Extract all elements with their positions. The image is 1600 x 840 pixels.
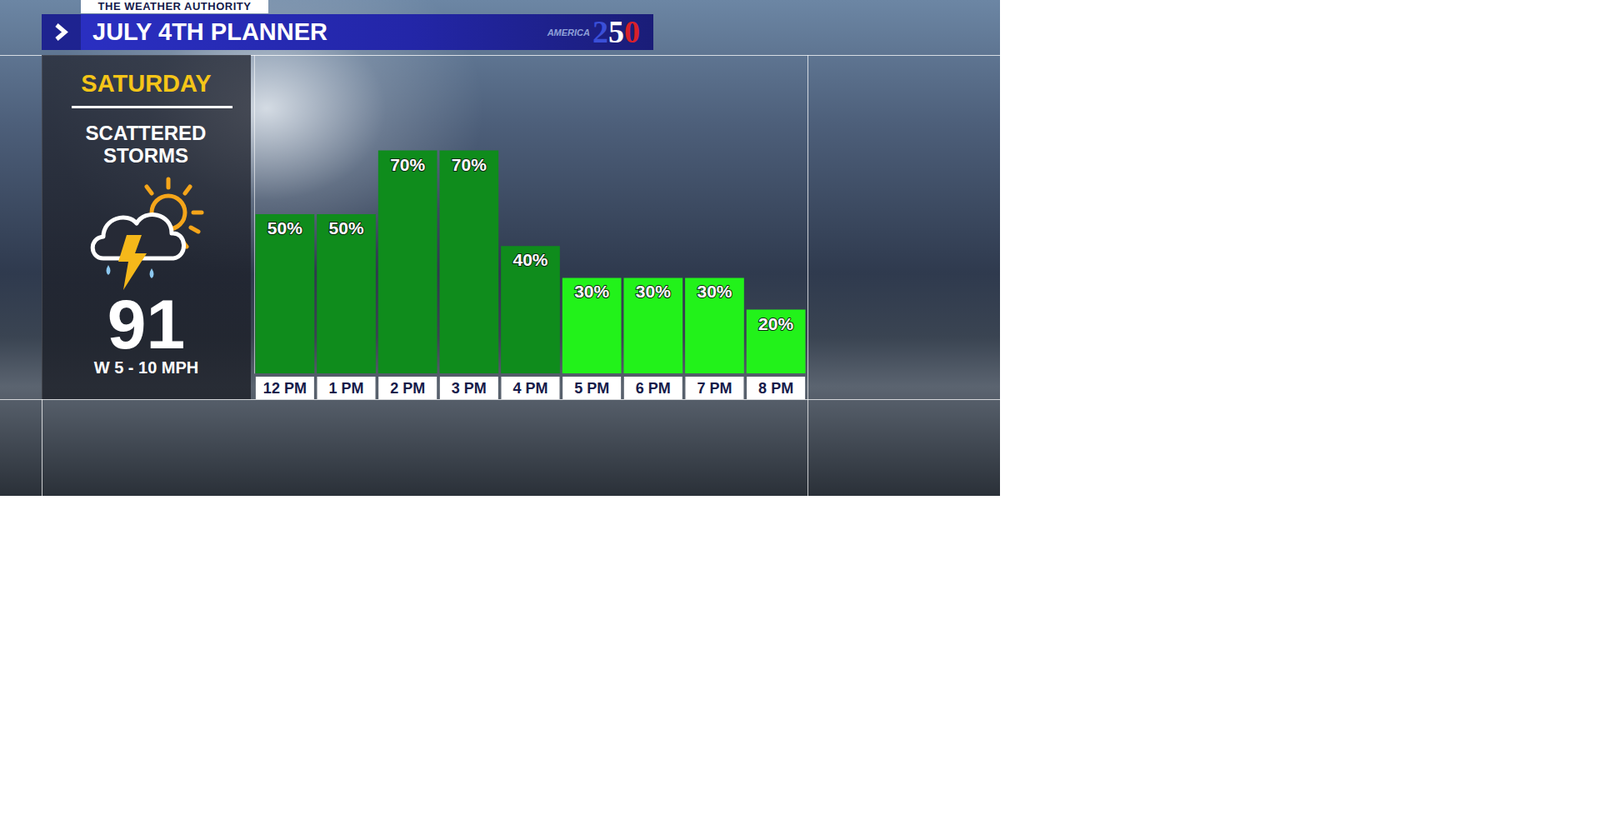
svg-text:40%: 40% (512, 250, 548, 270)
html-text:SATURDAY: SATURDAY (81, 70, 212, 97)
svg-text:30%: 30% (574, 281, 610, 301)
svg-text:3 PM: 3 PM (451, 380, 487, 397)
svg-text:30%: 30% (696, 281, 732, 301)
svg-text:20%: 20% (758, 314, 794, 334)
html-text:91: 91 (107, 285, 186, 364)
svg-text:50%: 50% (267, 218, 303, 238)
html-text:2 5 0: 2 5 0 (592, 14, 640, 50)
svg-text:30%: 30% (635, 281, 671, 301)
svg-text:8 PM: 8 PM (758, 380, 794, 397)
svg-text:70%: 70% (390, 155, 425, 175)
html-text:AMERICA: AMERICA (547, 27, 590, 38)
svg-text:1 PM: 1 PM (329, 380, 365, 397)
svg-text:2 PM: 2 PM (390, 380, 425, 397)
svg-text:5 PM: 5 PM (574, 380, 610, 397)
html-text:SCATTERED STORMS: SCATTERED STORMS (85, 121, 207, 167)
html-text:W 5 - 10 MPH: W 5 - 10 MPH (93, 358, 199, 377)
svg-text:70%: 70% (451, 155, 487, 175)
svg-text:12 PM: 12 PM (263, 380, 307, 397)
html-text:THE WEATHER AUTHORITY: THE WEATHER AUTHORITY (98, 0, 252, 13)
svg-text:50%: 50% (329, 218, 365, 238)
html-text:JULY 4TH PLANNER: JULY 4TH PLANNER (92, 18, 328, 45)
svg-text:6 PM: 6 PM (635, 380, 671, 397)
svg-text:4 PM: 4 PM (512, 380, 548, 397)
svg-text:7 PM: 7 PM (696, 380, 732, 397)
